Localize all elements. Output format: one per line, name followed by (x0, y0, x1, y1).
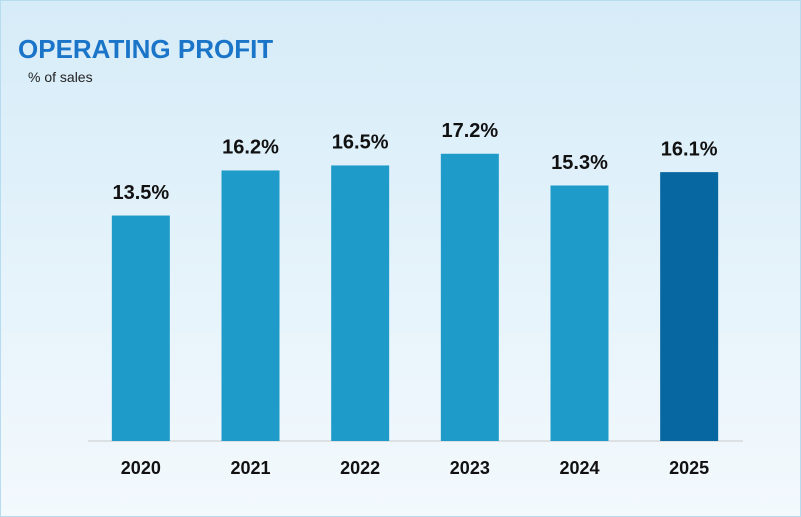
x-tick-label: 2025 (669, 458, 709, 478)
chart-title: OPERATING PROFIT (18, 34, 273, 64)
bar (331, 165, 390, 441)
chart-subtitle: % of sales (28, 69, 93, 85)
x-tick-label: 2023 (450, 458, 490, 478)
bar (111, 215, 170, 441)
value-label: 16.2% (222, 137, 279, 159)
bar (221, 170, 280, 441)
value-label: 16.1% (661, 138, 718, 160)
bar (440, 153, 499, 441)
x-tick-label: 2022 (340, 458, 380, 478)
value-label: 16.5% (332, 132, 389, 154)
value-label: 17.2% (441, 120, 498, 142)
value-label: 13.5% (112, 182, 169, 204)
x-tick-label: 2024 (559, 458, 599, 478)
x-tick-label: 2020 (121, 458, 161, 478)
bar (550, 185, 609, 441)
bar (660, 172, 719, 441)
value-label: 15.3% (551, 152, 608, 174)
x-tick-label: 2021 (230, 458, 270, 478)
